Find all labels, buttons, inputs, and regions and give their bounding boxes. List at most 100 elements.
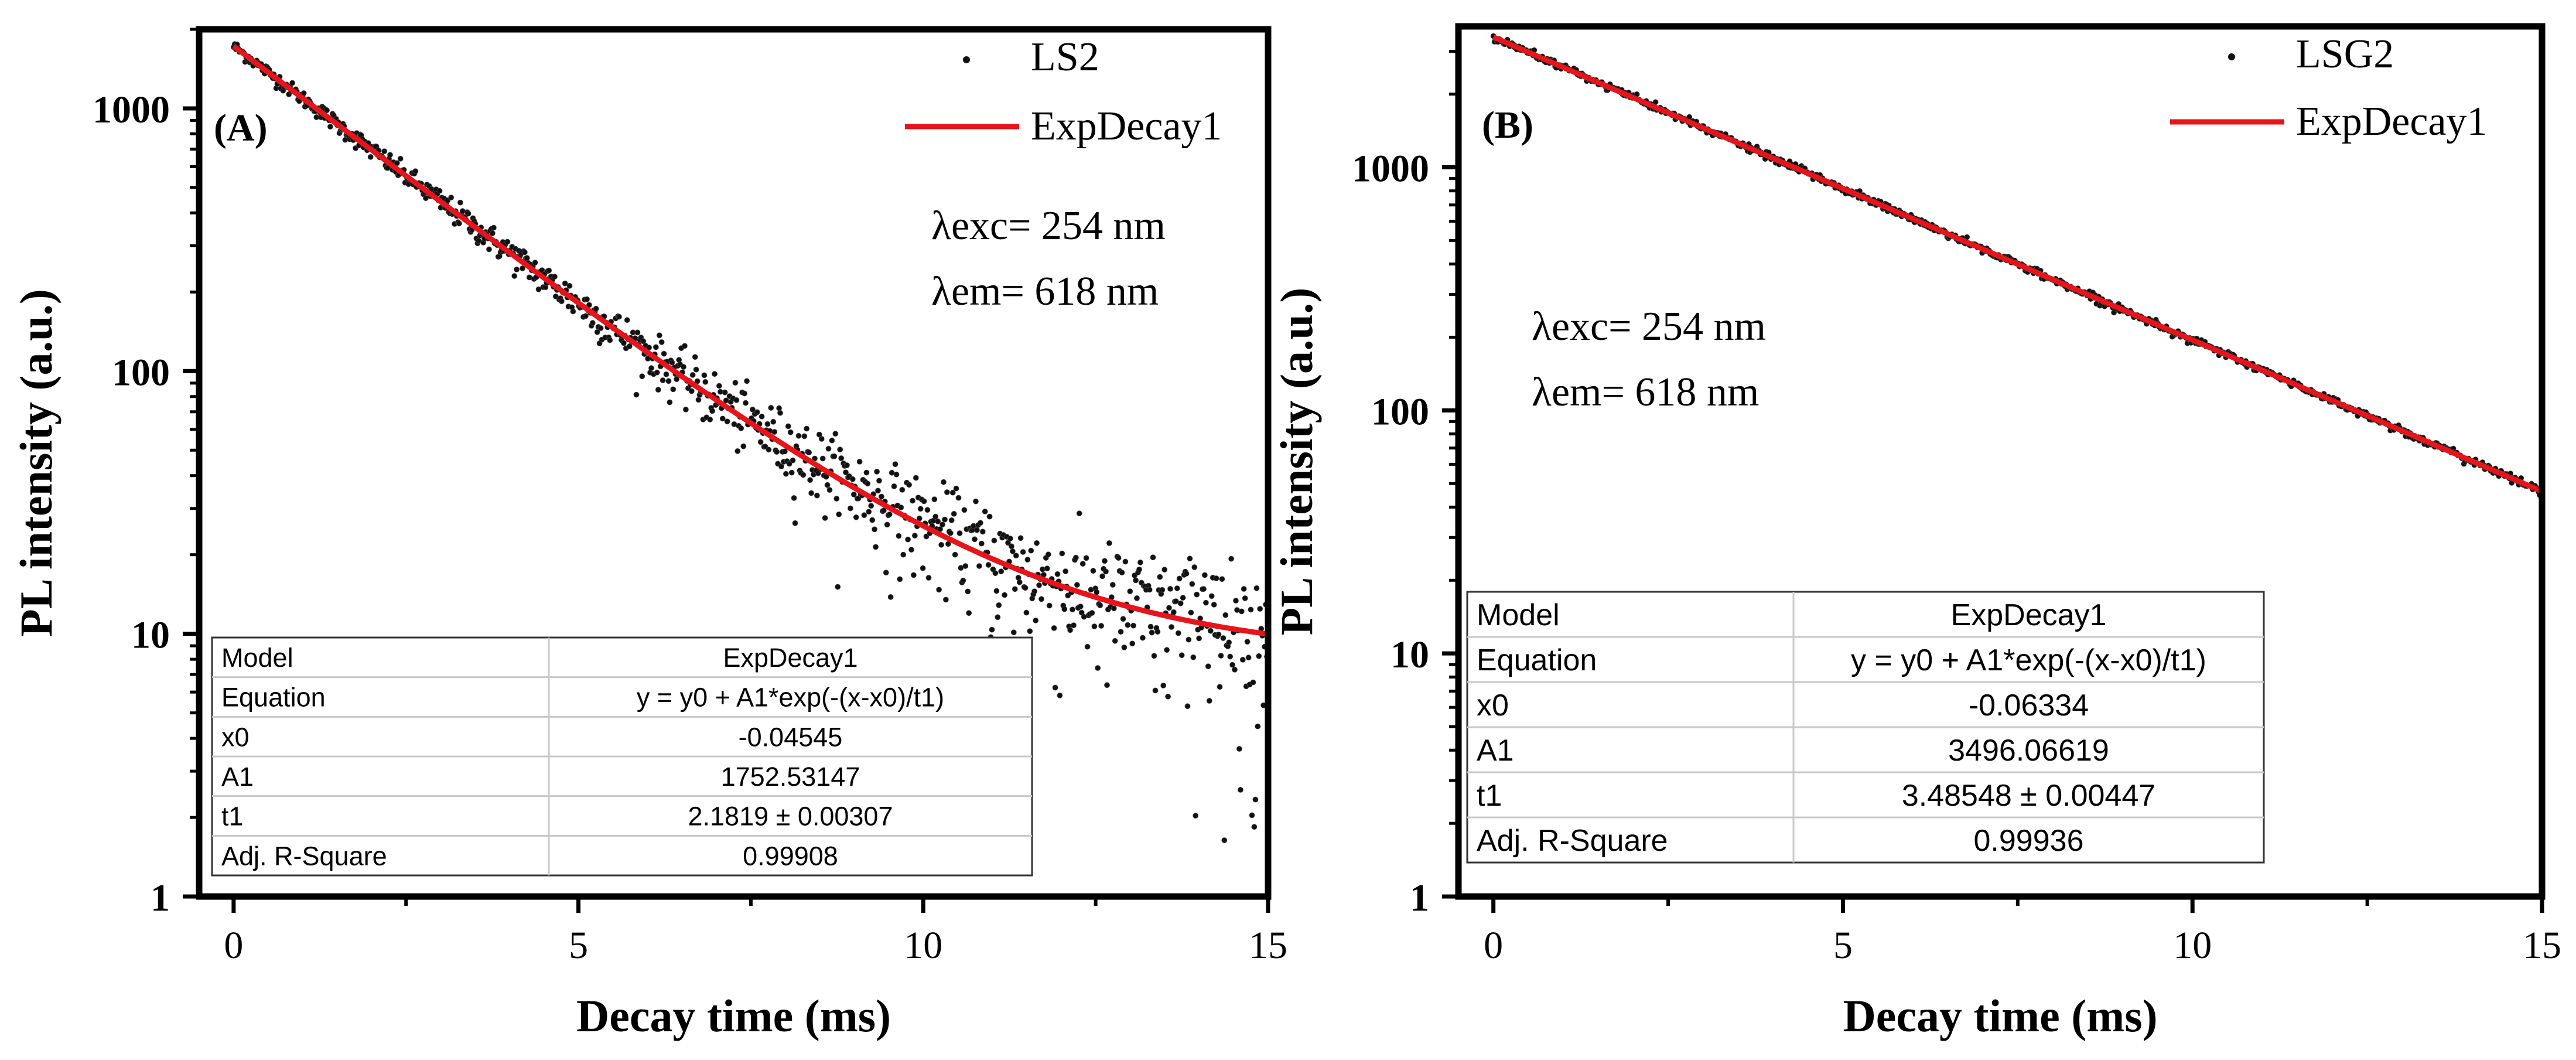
data-point bbox=[777, 410, 783, 416]
data-point bbox=[1119, 570, 1125, 575]
x-axis-label: Decay time (ms) bbox=[1843, 990, 2157, 1041]
data-point bbox=[732, 380, 739, 386]
data-point bbox=[1002, 592, 1007, 598]
data-point bbox=[948, 517, 955, 523]
data-point bbox=[504, 238, 511, 245]
data-point bbox=[1074, 582, 1080, 588]
data-point bbox=[712, 371, 718, 377]
data-point bbox=[1094, 589, 1100, 595]
table-row-value: 0.99908 bbox=[743, 841, 838, 871]
data-point bbox=[1125, 622, 1131, 628]
data-point bbox=[884, 522, 890, 528]
table-row-label: Model bbox=[1477, 598, 1560, 632]
data-point bbox=[850, 492, 857, 497]
data-point bbox=[520, 265, 525, 271]
data-point bbox=[1044, 565, 1050, 571]
data-point bbox=[1169, 624, 1174, 630]
data-point bbox=[1098, 623, 1104, 629]
data-point bbox=[942, 516, 948, 523]
legend-label-fit: ExpDecay1 bbox=[2296, 99, 2488, 144]
data-point bbox=[1154, 629, 1161, 635]
data-point bbox=[1211, 602, 1217, 608]
data-point bbox=[1051, 625, 1057, 631]
data-point bbox=[654, 369, 660, 376]
data-point bbox=[1140, 635, 1146, 641]
table-row-value: y = y0 + A1*exp(-(x-x0)/t1) bbox=[637, 683, 944, 713]
data-point bbox=[1151, 653, 1157, 659]
data-point bbox=[786, 461, 792, 467]
data-point bbox=[1073, 554, 1079, 561]
legend: LS2 ExpDecay1 bbox=[905, 35, 1222, 149]
data-point bbox=[648, 365, 654, 371]
data-point bbox=[1010, 548, 1016, 554]
table-row-value: 3496.06619 bbox=[1948, 734, 2109, 768]
data-point bbox=[514, 266, 520, 272]
data-point bbox=[583, 313, 589, 319]
table-row-label: x0 bbox=[1477, 689, 1509, 722]
data-point bbox=[955, 495, 962, 501]
data-point bbox=[1137, 559, 1143, 565]
data-point bbox=[972, 536, 978, 543]
annotation-emission: λem= 618 nm bbox=[931, 269, 1159, 314]
data-point bbox=[716, 383, 722, 389]
data-point bbox=[546, 267, 552, 274]
data-point bbox=[911, 572, 917, 578]
data-point bbox=[589, 320, 596, 326]
data-point bbox=[1150, 554, 1156, 561]
data-point bbox=[792, 520, 798, 526]
data-point bbox=[936, 587, 942, 593]
data-point bbox=[742, 390, 747, 397]
data-point bbox=[960, 577, 966, 584]
data-point bbox=[951, 511, 957, 517]
data-point bbox=[1040, 566, 1046, 572]
data-point bbox=[693, 366, 699, 373]
data-point bbox=[1062, 568, 1069, 574]
data-point bbox=[897, 576, 903, 582]
data-point bbox=[1201, 572, 1208, 578]
data-point bbox=[381, 148, 388, 154]
x-tick-label: 5 bbox=[569, 924, 588, 967]
data-point bbox=[1219, 576, 1225, 582]
table-row-value: 1752.53147 bbox=[721, 762, 860, 792]
fit-results-table: Model ExpDecay1 Equation y = y0 + A1*exp(-(… bbox=[211, 636, 1033, 877]
data-point bbox=[1033, 618, 1039, 623]
data-point bbox=[900, 551, 907, 558]
y-tick-label: 1 bbox=[151, 877, 170, 919]
data-point bbox=[1076, 510, 1082, 517]
data-point bbox=[1228, 555, 1234, 562]
data-point bbox=[1136, 567, 1142, 572]
data-point bbox=[938, 541, 944, 548]
data-point bbox=[1229, 662, 1235, 668]
data-point bbox=[993, 588, 1000, 594]
data-point bbox=[1077, 604, 1084, 609]
data-point bbox=[1201, 586, 1207, 592]
data-point bbox=[844, 462, 850, 468]
data-point bbox=[1028, 547, 1034, 554]
data-point bbox=[891, 483, 897, 489]
data-point bbox=[1161, 567, 1168, 572]
data-point bbox=[819, 455, 826, 462]
data-point bbox=[1147, 623, 1154, 630]
data-point bbox=[1187, 555, 1193, 562]
data-point bbox=[639, 373, 645, 380]
data-point bbox=[1257, 606, 1263, 612]
data-point bbox=[1233, 598, 1239, 604]
data-point bbox=[1084, 643, 1091, 650]
data-point bbox=[931, 496, 938, 502]
table-row-value: -0.04545 bbox=[739, 722, 843, 752]
data-point bbox=[1208, 593, 1215, 599]
data-point bbox=[783, 471, 789, 477]
data-point bbox=[1104, 682, 1110, 689]
data-point bbox=[674, 376, 680, 383]
data-point bbox=[692, 354, 698, 360]
data-point bbox=[899, 487, 906, 493]
y-tick-label: 1000 bbox=[1352, 148, 1429, 190]
data-point bbox=[831, 453, 838, 459]
x-tick-label: 10 bbox=[904, 924, 942, 967]
data-point bbox=[584, 296, 590, 302]
data-point bbox=[800, 472, 807, 478]
data-point bbox=[667, 399, 673, 405]
data-point bbox=[456, 220, 462, 227]
data-point bbox=[532, 260, 538, 266]
